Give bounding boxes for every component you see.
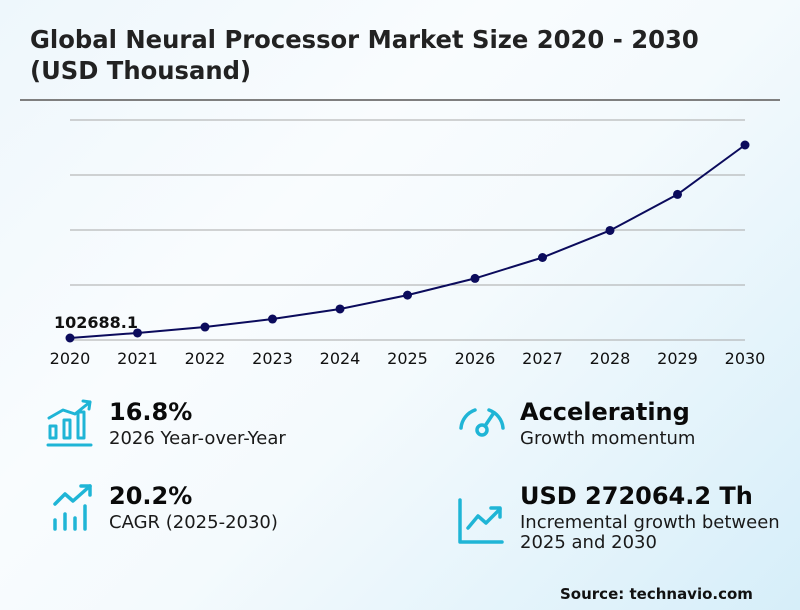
stat-yoy: 16.8% 2026 Year-over-Year [45,398,286,449]
stat-value: 16.8% [109,398,193,426]
stat-incremental: USD 272064.2 Th Incremental growth betwe… [456,482,790,553]
stat-cagr: 20.2% CAGR (2025-2030) [45,482,278,533]
x-tick-label: 2029 [657,349,698,368]
speedometer-icon [456,398,506,448]
data-label-2020: 102688.1 [54,313,138,332]
stat-label: 2026 Year-over-Year [109,428,286,449]
data-point-2021 [133,328,142,338]
stat-value: USD 272064.2 Th [520,482,753,510]
stat-value: Accelerating [520,398,690,426]
x-tick-label: 2020 [50,349,91,368]
x-tick-label: 2024 [320,349,361,368]
bar-chart-growth-icon [45,398,95,448]
x-tick-label: 2025 [387,349,428,368]
stat-label: Incremental growth between 2025 and 2030 [520,512,780,553]
data-point-2029 [673,189,682,199]
gridlines [70,119,745,341]
stat-momentum: Accelerating Growth momentum [456,398,695,449]
source-credit: Source: technavio.com [560,585,753,603]
x-tick-label: 2027 [522,349,563,368]
data-point-2026 [470,273,480,283]
x-tick-label: 2023 [252,349,293,368]
data-point-2020 [65,333,75,343]
stat-label: CAGR (2025-2030) [109,512,278,533]
data-point-2024 [335,304,345,314]
stat-label: Growth momentum [520,428,696,449]
x-tick-label: 2026 [455,349,496,368]
x-axis-labels: 2020 2021 2022 2023 2024 2025 2026 2027 2028 2029… [50,349,766,368]
x-tick-label: 2028 [590,349,631,368]
x-tick-label: 2030 [725,349,766,368]
data-point-2030 [740,140,750,150]
x-tick-label: 2022 [185,349,226,368]
trend-up-bars-icon [45,482,95,532]
series-line [69,144,746,339]
x-tick-label: 2021 [117,349,158,368]
data-point-2025 [403,290,412,300]
chart-title: Global Neural Processor Market Size 2020… [30,25,699,85]
data-point-2028 [605,225,615,235]
data-point-2023 [268,314,277,324]
stat-value: 20.2% [109,482,193,510]
data-points [65,140,750,343]
line-chart-up-icon [456,496,506,546]
line-chart: 2020 2021 2022 2023 2024 2025 2026 2027 2028 2029… [50,119,766,368]
title-divider [20,99,780,101]
data-point-2027 [538,252,547,262]
data-point-2022 [200,322,210,332]
